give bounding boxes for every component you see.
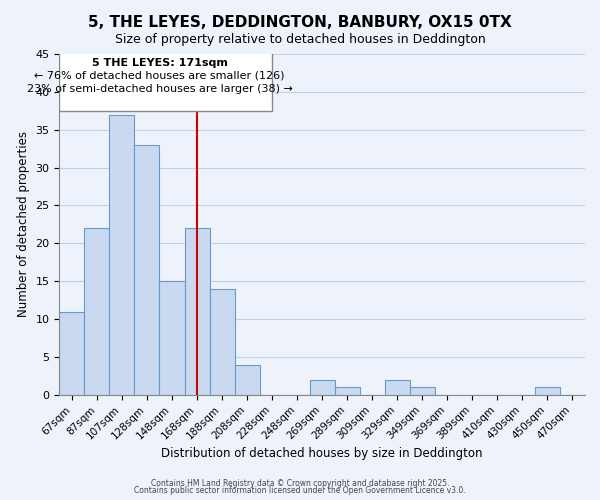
X-axis label: Distribution of detached houses by size in Deddington: Distribution of detached houses by size …: [161, 447, 483, 460]
FancyBboxPatch shape: [59, 50, 272, 111]
Bar: [185, 228, 209, 395]
Bar: [134, 145, 160, 395]
Y-axis label: Number of detached properties: Number of detached properties: [17, 132, 30, 318]
Bar: [410, 388, 435, 395]
Bar: [235, 364, 260, 395]
Text: 5 THE LEYES: 171sqm: 5 THE LEYES: 171sqm: [92, 58, 227, 68]
Text: 5, THE LEYES, DEDDINGTON, BANBURY, OX15 0TX: 5, THE LEYES, DEDDINGTON, BANBURY, OX15 …: [88, 15, 512, 30]
Bar: [385, 380, 410, 395]
Bar: [209, 289, 235, 395]
Bar: [59, 312, 85, 395]
Bar: [535, 388, 560, 395]
Bar: [109, 114, 134, 395]
Text: Contains public sector information licensed under the Open Government Licence v3: Contains public sector information licen…: [134, 486, 466, 495]
Text: ← 76% of detached houses are smaller (126): ← 76% of detached houses are smaller (12…: [34, 70, 285, 81]
Text: Size of property relative to detached houses in Deddington: Size of property relative to detached ho…: [115, 32, 485, 46]
Text: 23% of semi-detached houses are larger (38) →: 23% of semi-detached houses are larger (…: [26, 84, 292, 94]
Text: Contains HM Land Registry data © Crown copyright and database right 2025.: Contains HM Land Registry data © Crown c…: [151, 478, 449, 488]
Bar: [335, 388, 360, 395]
Bar: [310, 380, 335, 395]
Bar: [160, 281, 185, 395]
Bar: [85, 228, 109, 395]
